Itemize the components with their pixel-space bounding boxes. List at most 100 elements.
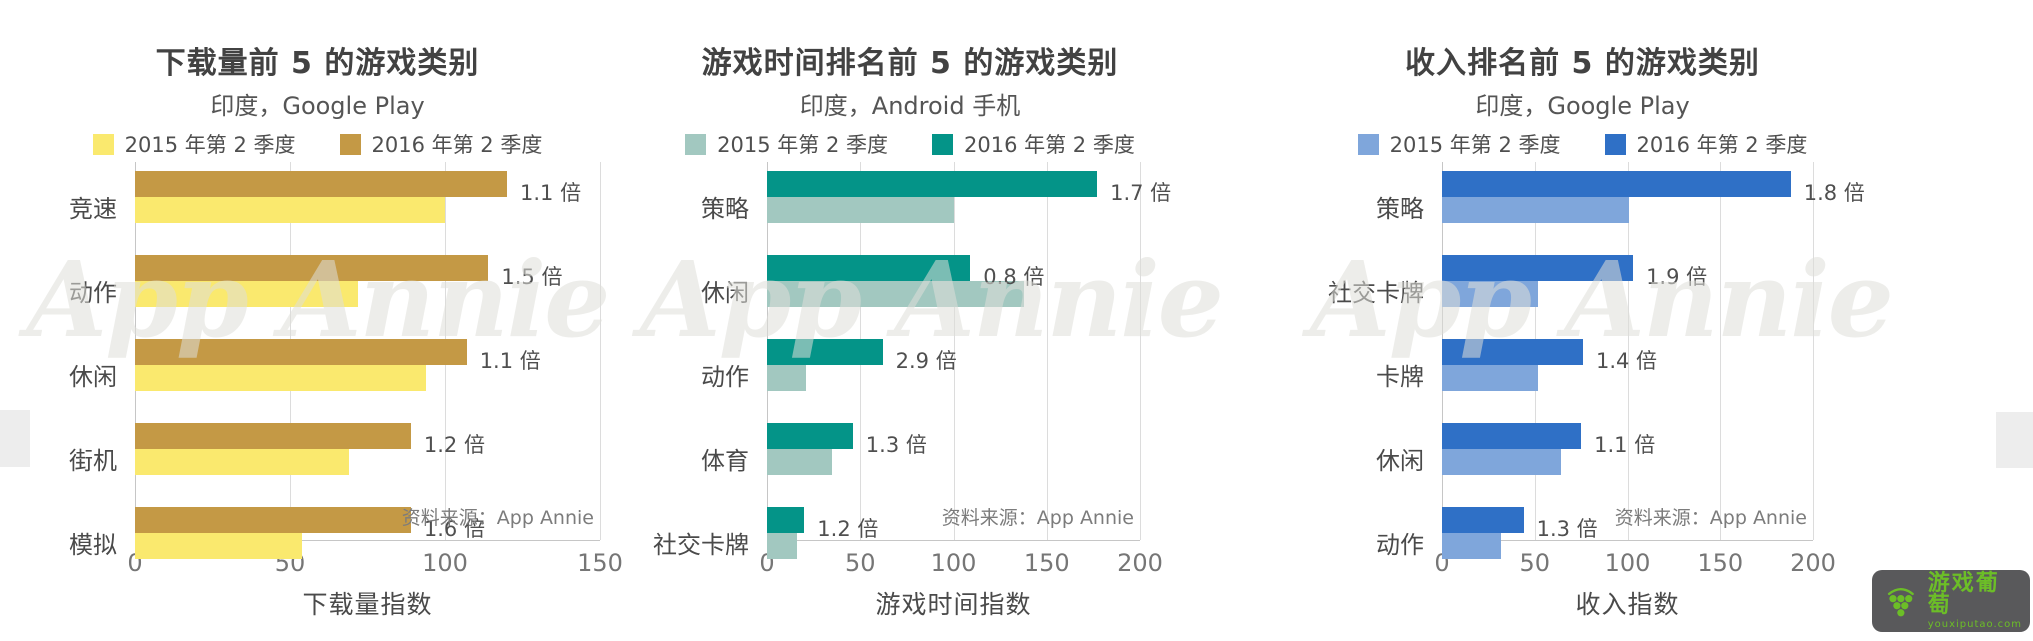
bar-group: 策略 1.8 倍 xyxy=(1376,171,1865,246)
x-axis-title: 下载量指数 xyxy=(302,590,433,619)
bar-2016 xyxy=(1442,171,1791,197)
bar-group: 休闲 1.1 倍 xyxy=(69,339,600,414)
bar-2016 xyxy=(135,339,467,365)
x-tick-label: 150 xyxy=(1697,549,1744,577)
category-label: 社交卡牌 xyxy=(653,530,749,559)
bar-2016 xyxy=(767,255,971,281)
left-carousel-arrow[interactable] xyxy=(0,410,30,467)
x-axis-ticks: 0 50 100 150 xyxy=(127,549,623,579)
growth-annotation: 1.6 倍 xyxy=(423,517,485,541)
bar-2015 xyxy=(1442,197,1630,223)
chart-title: 下载量前 5 的游戏类别 xyxy=(155,46,480,81)
gridline xyxy=(600,162,601,540)
bar-group: 动作 1.5 倍 xyxy=(69,255,600,330)
source-note: 资料来源：App Annie xyxy=(941,507,1134,529)
chart-subtitle: 印度，Google Play xyxy=(210,92,425,120)
bar-rows: 竞速 1.1 倍动作 1.5 倍休闲 1.1 倍街机 1.2 倍模拟 1.6 倍 xyxy=(69,162,600,559)
legend-item-2015: 2015 年第 2 季度 xyxy=(92,129,296,159)
legend: 2015 年第 2 季度 2016 年第 2 季度 xyxy=(660,129,1160,159)
bar-2015 xyxy=(767,533,797,559)
growth-annotation: 0.8 倍 xyxy=(983,265,1045,289)
x-tick-label: 100 xyxy=(1604,549,1651,577)
right-carousel-arrow[interactable] xyxy=(1996,412,2033,468)
gridline xyxy=(1813,162,1814,540)
legend-label-2015: 2015 年第 2 季度 xyxy=(124,133,296,157)
bar-2016 xyxy=(767,339,883,365)
bar-group: 社交卡牌 1.2 倍 xyxy=(653,507,1140,582)
x-axis-ticks: 0 50 100 150 200 xyxy=(1434,549,1836,579)
category-label: 卡牌 xyxy=(1376,362,1424,391)
category-label: 休闲 xyxy=(69,362,117,391)
legend-swatch-2016 xyxy=(339,133,361,155)
bar-group: 休闲 1.1 倍 xyxy=(1376,423,1813,498)
x-tick-label: 150 xyxy=(1023,549,1070,577)
gridline xyxy=(1627,162,1629,540)
category-label: 休闲 xyxy=(701,278,749,307)
x-axis-title: 收入指数 xyxy=(1575,590,1680,619)
bar-rows: 策略 1.7 倍休闲 0.8 倍动作 2.9 倍体育 1.3 倍社交卡牌 1.2 倍 xyxy=(653,162,1171,559)
chart-subtitle: 印度，Google Play xyxy=(1475,92,1690,120)
gridline xyxy=(1140,162,1141,540)
bar-group: 模拟 1.6 倍 xyxy=(69,507,600,582)
legend: 2015 年第 2 季度 2016 年第 2 季度 xyxy=(30,129,605,159)
logo-domain: youxiputao.com xyxy=(1927,618,2022,630)
bar-2015 xyxy=(767,197,954,223)
bar-group: 街机 1.2 倍 xyxy=(69,423,600,498)
gridline xyxy=(1046,162,1048,540)
logo-name: 游戏葡萄 xyxy=(1927,570,2000,618)
bar-2015 xyxy=(1442,281,1539,307)
category-label: 策略 xyxy=(701,194,749,223)
bar-2015 xyxy=(135,197,445,223)
legend-item-2015: 2015 年第 2 季度 xyxy=(685,129,888,159)
chart-time-spent: 游戏时间排名前 5 的游戏类别 印度，Android 手机 2015 年第 2 … xyxy=(640,0,1224,641)
bar-2015 xyxy=(767,365,807,391)
bar-2015 xyxy=(1442,533,1502,559)
legend-item-2015: 2015 年第 2 季度 xyxy=(1357,129,1561,159)
growth-annotation: 2.9 倍 xyxy=(895,349,957,373)
growth-annotation: 1.4 倍 xyxy=(1595,349,1658,373)
growth-annotation: 1.7 倍 xyxy=(1110,181,1172,205)
legend-label-2015: 2015 年第 2 季度 xyxy=(1389,133,1561,157)
legend-swatch-2015 xyxy=(1357,133,1379,155)
gridline xyxy=(953,162,955,540)
bar-2015 xyxy=(1442,365,1539,391)
youxiputao-logo[interactable]: 游戏葡萄 youxiputao.com xyxy=(1872,570,2030,632)
x-tick-label: 200 xyxy=(1117,549,1163,577)
bar-2015 xyxy=(1442,449,1561,475)
chart-subtitle: 印度，Android 手机 xyxy=(799,92,1021,120)
bar-2016 xyxy=(767,507,805,533)
bar-2015 xyxy=(135,281,359,307)
bar-group: 休闲 0.8 倍 xyxy=(701,255,1140,330)
category-label: 休闲 xyxy=(1376,446,1424,475)
plot-column: 策略 1.7 倍休闲 0.8 倍动作 2.9 倍体育 1.3 倍社交卡牌 1.2 倍 资料… xyxy=(653,162,1171,621)
bar-2016 xyxy=(135,423,411,449)
source-note: 资料来源：App Annie xyxy=(401,507,594,529)
category-label: 模拟 xyxy=(69,530,117,559)
growth-annotation: 1.2 倍 xyxy=(423,433,485,457)
legend-swatch-2015 xyxy=(92,133,114,155)
plot-column: 竞速 1.1 倍动作 1.5 倍休闲 1.1 倍街机 1.2 倍模拟 1.6 倍 资料来源… xyxy=(69,162,623,621)
bar-2016 xyxy=(1442,339,1583,365)
legend-item-2016: 2016 年第 2 季度 xyxy=(339,129,542,159)
growth-annotation: 1.3 倍 xyxy=(1536,517,1598,541)
legend-swatch-2016 xyxy=(1604,133,1626,155)
legend: 2015 年第 2 季度 2016 年第 2 季度 xyxy=(1330,129,1835,159)
category-label: 策略 xyxy=(1376,194,1424,223)
bar-2016 xyxy=(767,423,853,449)
plot-column: 策略 1.8 倍社交卡牌 1.9 倍卡牌 1.4 倍休闲 1.1 倍动作 1.3 倍 资料… xyxy=(1328,162,1865,621)
chart-revenue: 收入排名前 5 的游戏类别 印度，Google Play 2015 年第 2 季… xyxy=(1310,0,1894,641)
legend-item-2016: 2016 年第 2 季度 xyxy=(932,129,1135,159)
bar-2015 xyxy=(135,365,427,391)
bar-2016 xyxy=(1442,507,1524,533)
category-label: 体育 xyxy=(701,446,749,475)
legend-swatch-2015 xyxy=(685,133,707,155)
growth-annotation: 1.8 倍 xyxy=(1803,181,1865,205)
x-tick-label: 100 xyxy=(422,549,468,577)
category-label: 动作 xyxy=(701,362,749,391)
plot-area: 竞速 1.1 倍动作 1.5 倍休闲 1.1 倍街机 1.2 倍模拟 1.6 倍 资料来源… xyxy=(69,162,601,559)
gridline xyxy=(1720,162,1722,540)
legend-label-2016: 2016 年第 2 季度 xyxy=(1636,133,1808,157)
growth-annotation: 1.1 倍 xyxy=(1594,433,1656,457)
bar-2016 xyxy=(1442,423,1582,449)
